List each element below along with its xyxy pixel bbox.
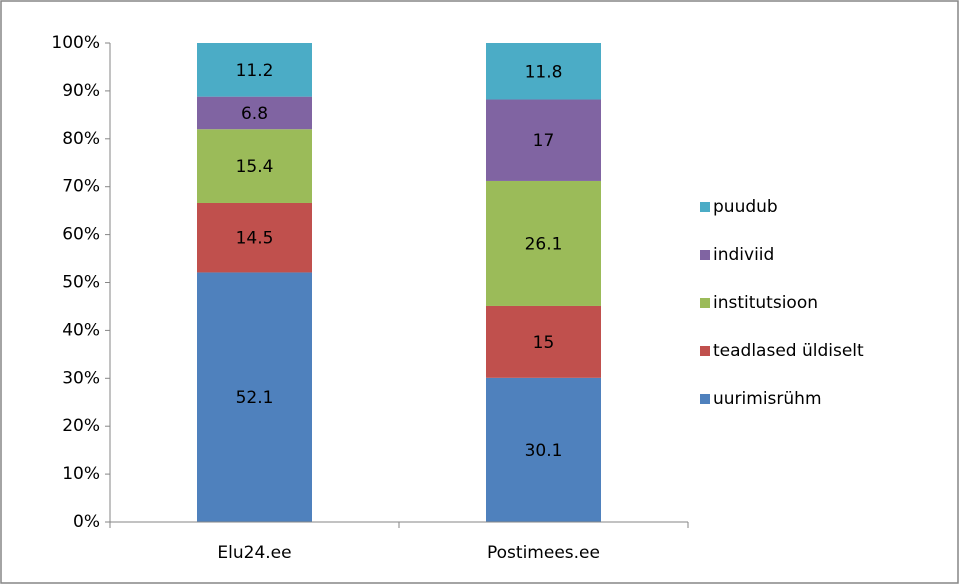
legend-swatch [700,298,710,308]
data-label: 30.1 [525,441,563,461]
y-tick-label: 40% [62,320,100,340]
y-tick-label: 90% [62,81,100,101]
y-tick-label: 10% [62,464,100,484]
data-label: 26.1 [525,234,563,254]
data-label: 11.8 [525,62,563,82]
y-tick-label: 80% [62,129,100,149]
data-label: 14.5 [236,229,274,249]
legend-swatch [700,202,710,212]
bar-segment [197,202,312,273]
y-tick-label: 50% [62,273,100,293]
bar-segment [486,180,601,306]
data-label: 17 [533,131,555,151]
y-tick-label: 30% [62,368,100,388]
bar-segment [197,272,312,522]
data-label: 15 [533,333,555,353]
data-label: 15.4 [236,157,274,177]
y-tick-label: 100% [51,33,100,53]
legend-swatch [700,346,710,356]
legend-swatch [700,250,710,260]
bar-segment [197,96,312,130]
legend-swatch [700,394,710,404]
bar-segment [486,99,601,181]
y-tick-label: 60% [62,225,100,245]
data-label: 11.2 [236,61,274,81]
y-tick-label: 0% [73,512,100,532]
legend-label: uurimisrühm [713,389,822,409]
data-label: 6.8 [241,104,268,124]
bar-segment [486,305,601,378]
bar-segment [486,377,601,522]
bar-segment [197,43,312,97]
data-label: 52.1 [236,388,274,408]
legend-label: teadlased üldiselt [713,341,864,361]
x-tick-label: Elu24.ee [217,543,291,563]
bar-segment [197,129,312,203]
legend-label: indiviid [713,245,774,265]
y-tick-label: 70% [62,177,100,197]
y-tick-label: 20% [62,416,100,436]
x-tick-label: Postimees.ee [487,543,600,563]
bar-segment [486,43,601,100]
legend-label: institutsioon [713,293,818,313]
legend-label: puudub [713,197,778,217]
